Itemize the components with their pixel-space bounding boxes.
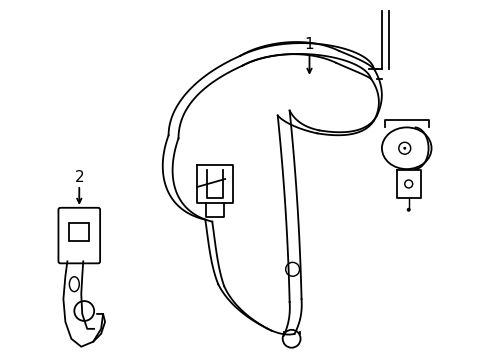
Text: 2: 2 — [74, 170, 84, 185]
Circle shape — [403, 147, 406, 150]
FancyBboxPatch shape — [59, 208, 100, 264]
Bar — [69, 223, 89, 240]
Circle shape — [406, 208, 410, 212]
Ellipse shape — [381, 127, 431, 169]
Ellipse shape — [69, 277, 79, 292]
Text: 1: 1 — [304, 37, 314, 51]
